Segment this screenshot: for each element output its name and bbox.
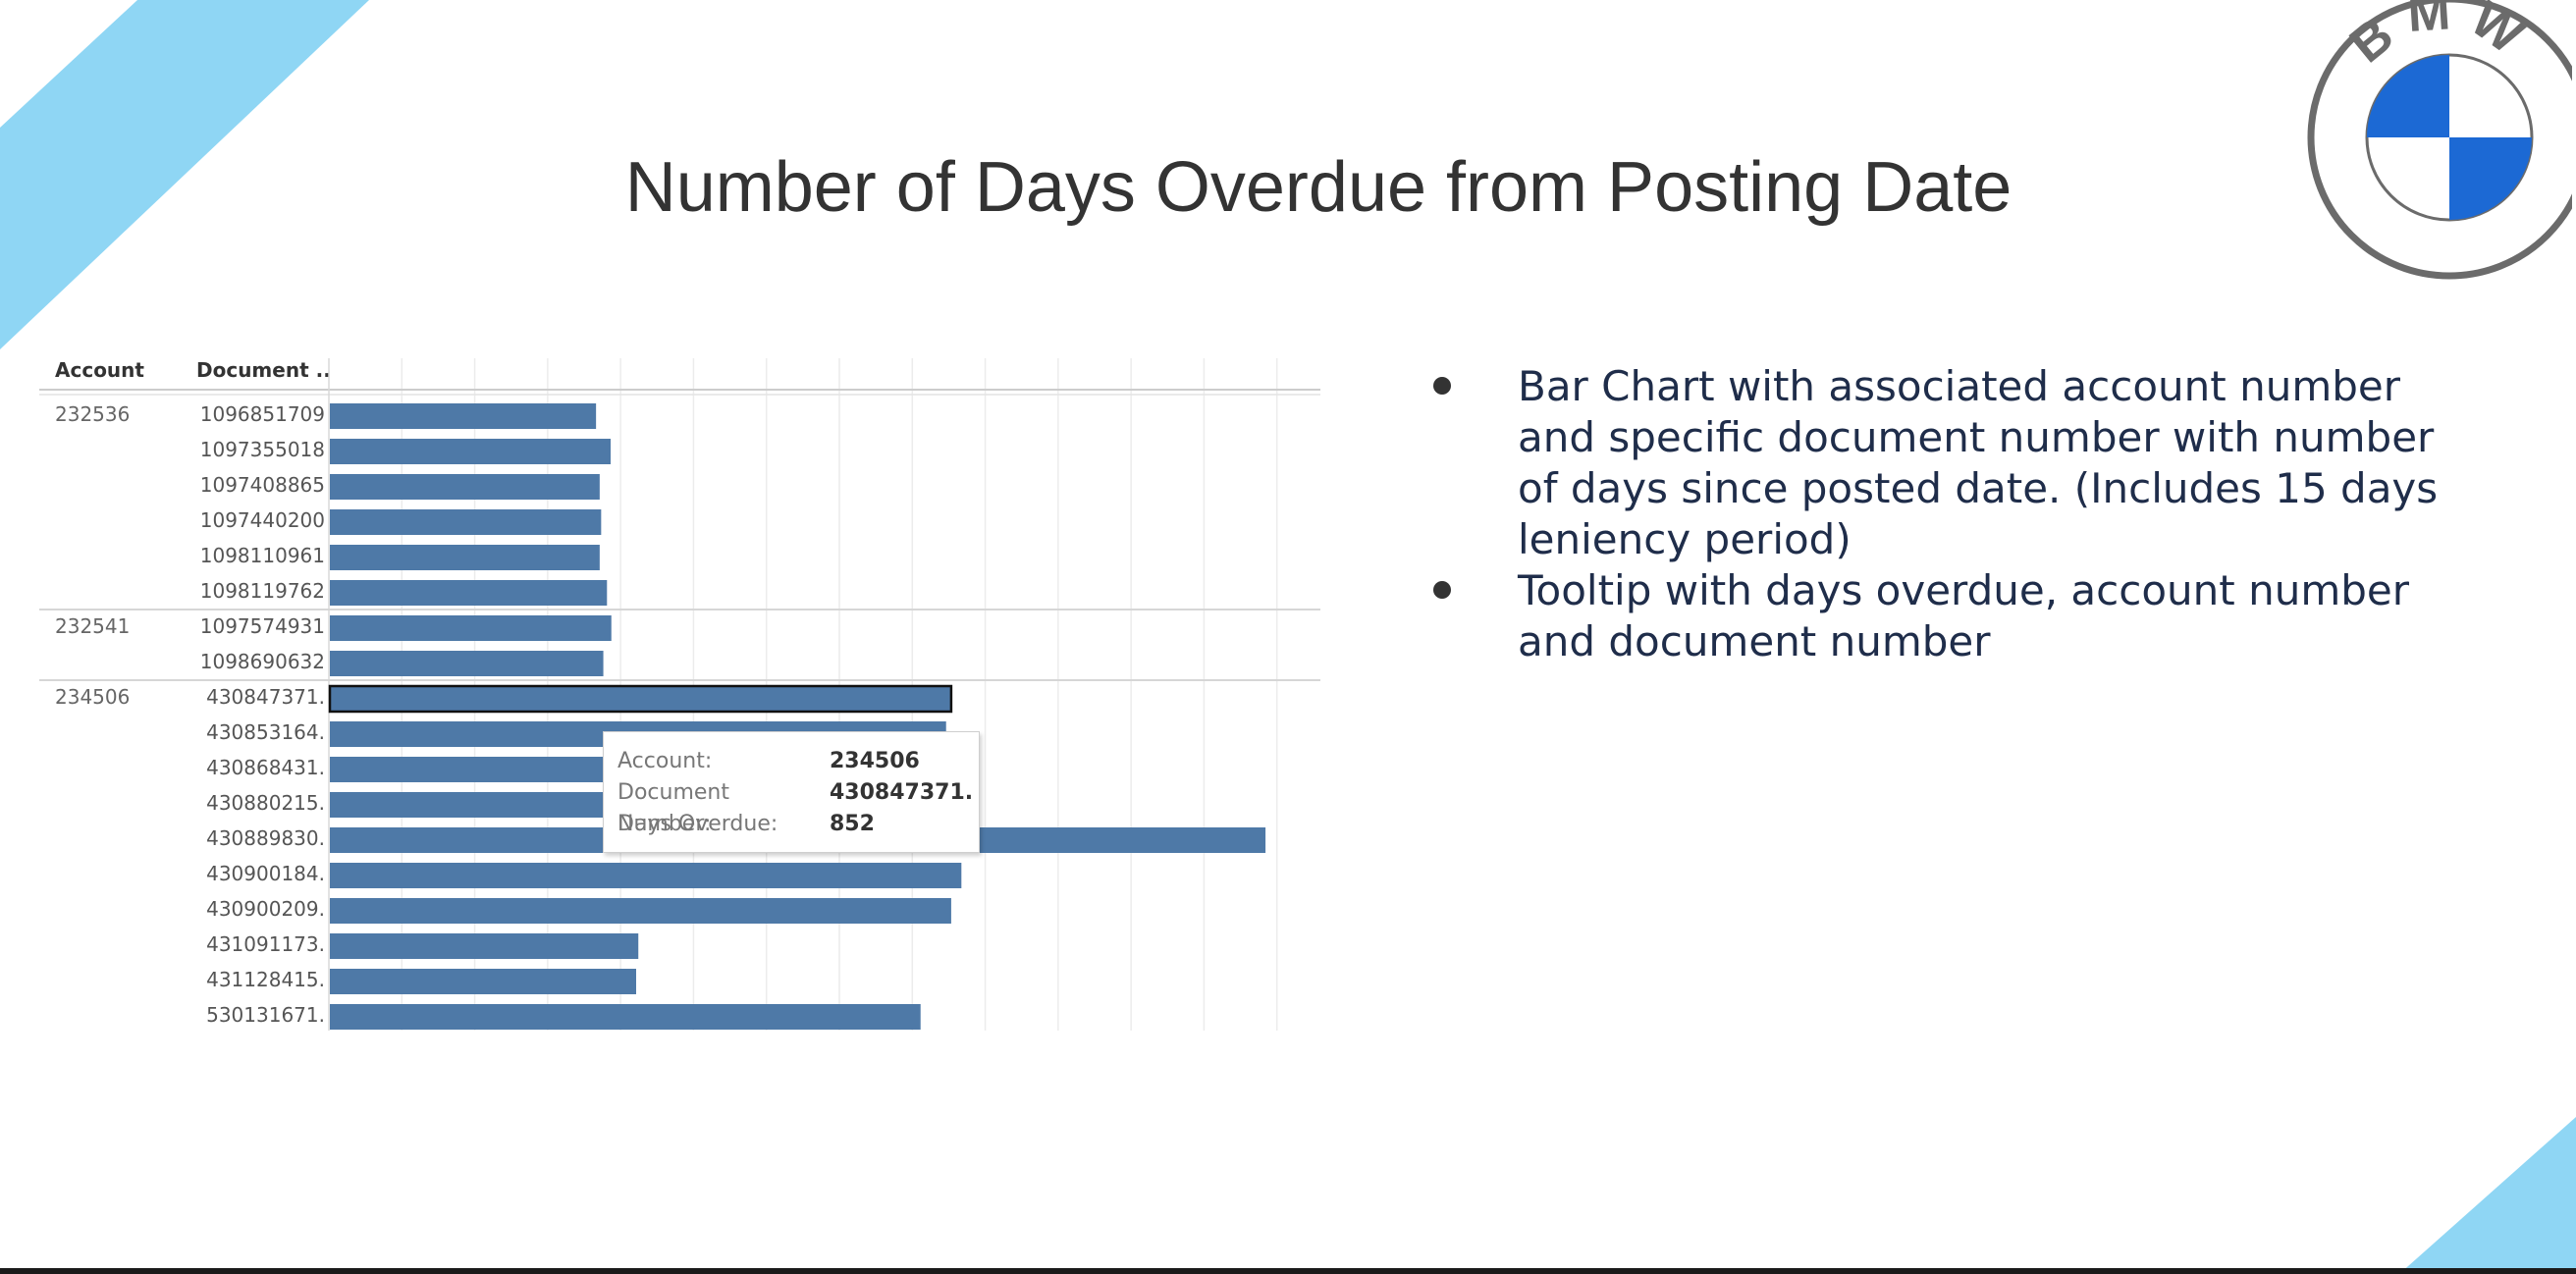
document-label: 430847371.: [206, 685, 325, 709]
bullet-list: Bar Chart with associated account number…: [1414, 361, 2454, 667]
bar: [330, 474, 600, 500]
document-label: 1098110961: [200, 544, 325, 567]
tooltip-document-value: 430847371.: [830, 780, 974, 805]
bar: [330, 933, 639, 959]
chart-tooltip: Account: 234506 Document Number: 430847371…: [603, 731, 980, 853]
document-label: 1097408865: [200, 473, 325, 497]
tooltip-days-label: Days Overdue:: [617, 812, 778, 836]
bullet-text: Bar Chart with associated account number…: [1518, 362, 2439, 563]
bar: [330, 1004, 921, 1030]
bar: [330, 651, 604, 676]
document-label: 430880215.: [206, 791, 325, 815]
document-label: 431091173.: [206, 932, 325, 956]
bar: [330, 439, 611, 464]
document-label: 1096851709: [200, 402, 325, 426]
document-label: 1098119762: [200, 579, 325, 603]
document-label: 431128415.: [206, 968, 325, 991]
header-document: Document ..: [196, 358, 331, 382]
document-label: 1097440200: [200, 508, 325, 532]
bar: [330, 509, 602, 535]
bottom-right-accent-stripe: [2399, 1117, 2576, 1274]
days-overdue-bar-chart: Account Document .. 232536 1096851709 109735…: [39, 358, 1320, 1031]
document-label: 430900184.: [206, 862, 325, 885]
bar: [330, 969, 636, 994]
bullet-dot-icon: [1433, 377, 1451, 395]
bar-highlighted: [328, 684, 953, 714]
bar: [330, 615, 612, 641]
account-label: 234506: [55, 685, 130, 709]
slide-title: Number of Days Overdue from Posting Date: [624, 148, 2012, 227]
document-label: 1097574931: [200, 614, 325, 638]
document-label: 430900209.: [206, 897, 325, 921]
document-label: 1098690632: [200, 650, 325, 673]
bar: [330, 545, 600, 570]
tooltip-account-value: 234506: [830, 749, 920, 773]
bmw-logo-icon: BMW: [2307, 0, 2572, 280]
bar: [330, 898, 951, 924]
tooltip-document-label: Document Number:: [617, 780, 729, 836]
bottom-border: [0, 1268, 2576, 1274]
bar: [330, 403, 597, 429]
bar: [330, 580, 608, 606]
bar: [330, 863, 962, 888]
bullet-item: Bar Chart with associated account number…: [1414, 361, 2454, 565]
document-label: 430868431.: [206, 756, 325, 779]
document-label: 1097355018: [200, 438, 325, 461]
bullet-dot-icon: [1433, 581, 1451, 599]
account-label: 232541: [55, 614, 130, 638]
header-account: Account: [55, 358, 144, 382]
tooltip-days-value: 852: [830, 812, 875, 836]
bullet-text: Tooltip with days overdue, account numbe…: [1518, 566, 2410, 665]
bullet-item: Tooltip with days overdue, account numbe…: [1414, 565, 2454, 667]
document-label: 430889830.: [206, 826, 325, 850]
document-label: 430853164.: [206, 720, 325, 744]
tooltip-account-label: Account:: [617, 749, 713, 773]
account-label: 232536: [55, 402, 130, 426]
top-left-accent-stripe: [0, 0, 369, 349]
document-label: 530131671.: [206, 1003, 325, 1027]
